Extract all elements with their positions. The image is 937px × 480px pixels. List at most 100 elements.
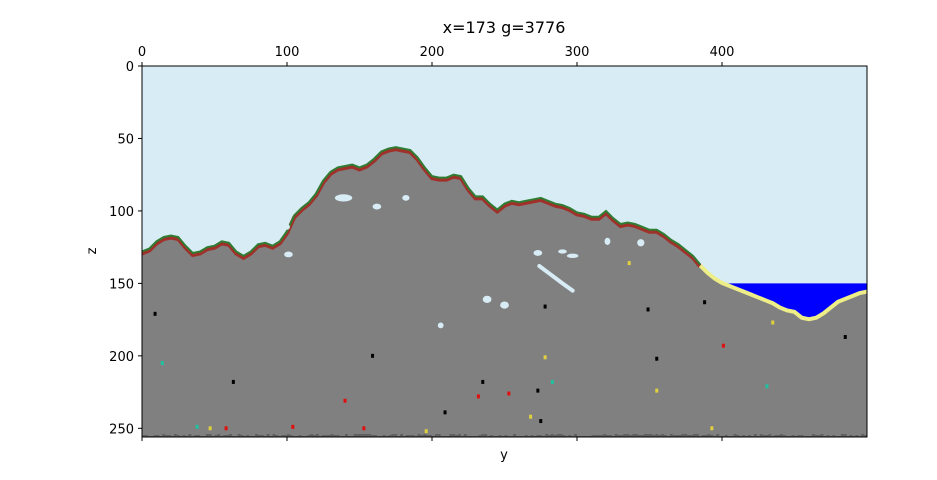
bedrock-speck [162, 434, 166, 437]
bedrock-speck [684, 434, 688, 437]
bedrock-speck [362, 434, 366, 437]
bedrock-speck [780, 434, 783, 437]
cave-pocket [284, 223, 290, 230]
bedrock-speck [391, 434, 395, 437]
ore-speck [153, 311, 157, 316]
cave-pocket [558, 249, 567, 254]
bedrock-speck [649, 434, 653, 437]
bedrock-speck [791, 435, 795, 437]
bedrock-speck [374, 435, 377, 437]
bedrock-speck [208, 434, 212, 437]
bedrock-speck [327, 435, 331, 437]
ore-speck [195, 424, 199, 429]
y-tick-label: 50 [117, 132, 134, 147]
bedrock-speck [597, 435, 601, 437]
bedrock-speck [820, 434, 824, 437]
bedrock-speck [382, 435, 386, 437]
bedrock-speck [405, 435, 409, 437]
cave-pocket [334, 194, 353, 202]
ore-speck [543, 304, 547, 309]
terrain-layers [142, 66, 867, 437]
ore-speck [843, 335, 847, 340]
bedrock-speck [345, 434, 348, 437]
ore-speck [424, 429, 428, 434]
bedrock-speck [606, 435, 609, 437]
bedrock-speck [669, 434, 673, 437]
bedrock-speck [449, 434, 453, 437]
bedrock-speck [716, 434, 720, 437]
bedrock-speck [548, 435, 551, 437]
bedrock-speck [774, 435, 778, 437]
bedrock-speck [800, 435, 804, 437]
bedrock-speck [437, 434, 441, 437]
bedrock-speck [617, 435, 621, 437]
bedrock-speck [258, 435, 261, 437]
x-tick-label-top: 300 [565, 45, 590, 60]
bedrock-speck [855, 435, 859, 437]
bedrock-speck [782, 435, 786, 437]
bedrock-speck [408, 435, 412, 437]
bedrock-speck [287, 434, 290, 437]
bedrock-speck [861, 434, 865, 437]
bedrock-speck [646, 434, 650, 437]
y-ticks: 0 50 100 150 200 250 [109, 60, 142, 437]
cave-pocket [482, 295, 492, 303]
bedrock-speck [266, 434, 270, 437]
ore-speck [362, 426, 366, 431]
ore-speck [655, 356, 659, 361]
bedrock-speck [260, 435, 264, 437]
ore-speck [721, 343, 725, 348]
cave-pocket [566, 253, 579, 259]
bedrock-speck [562, 435, 566, 437]
bedrock-speck [710, 435, 714, 437]
bedrock-speck [411, 435, 415, 437]
ore-speck [443, 410, 447, 415]
bedrock-speck [530, 435, 534, 437]
bedrock-speck [768, 434, 772, 437]
y-tick-label: 250 [109, 422, 134, 437]
bedrock-speck [165, 435, 169, 437]
bedrock-speck [591, 435, 595, 437]
bedrock-speck [182, 435, 186, 437]
bedrock-speck [675, 435, 679, 437]
bedrock-speck [205, 434, 209, 437]
bedrock-speck [600, 435, 604, 437]
ore-speck [208, 426, 212, 431]
ore-speck [481, 379, 485, 384]
bedrock-speck [481, 434, 485, 437]
ore-speck [343, 398, 347, 403]
bedrock-speck [173, 434, 177, 437]
bedrock-speck [742, 435, 746, 437]
dirt-layer [142, 147, 702, 268]
bedrock-speck [321, 435, 325, 437]
bedrock-speck [388, 435, 392, 437]
bedrock-speck [640, 435, 644, 437]
bedrock-speck [632, 434, 635, 437]
ore-speck [507, 391, 511, 396]
bedrock-speck [513, 434, 517, 437]
bedrock-speck [826, 435, 830, 437]
bedrock-speck [777, 435, 780, 437]
bedrock-speck [484, 434, 488, 437]
bedrock-speck [142, 435, 145, 437]
rock-body [142, 147, 867, 437]
cave-pocket [284, 251, 293, 258]
bedrock-speck [504, 435, 508, 437]
bedrock-speck [748, 435, 751, 437]
bedrock-speck [223, 435, 227, 437]
bedrock-speck [420, 435, 424, 437]
grass-layer [142, 146, 702, 266]
ore-speck [160, 361, 164, 366]
bedrock-speck [313, 435, 316, 437]
cave-pocket [604, 237, 611, 245]
bedrock-speck [553, 435, 557, 437]
bedrock-speck [330, 434, 334, 437]
bedrock-speck [272, 434, 276, 437]
bedrock-speck [356, 434, 360, 437]
plot-area [141, 65, 868, 438]
bedrock-speck [635, 434, 638, 437]
bedrock-speck [197, 435, 200, 437]
bedrock-speck [753, 434, 757, 437]
bedrock-speck [864, 435, 867, 437]
bedrock-speck [840, 434, 844, 437]
